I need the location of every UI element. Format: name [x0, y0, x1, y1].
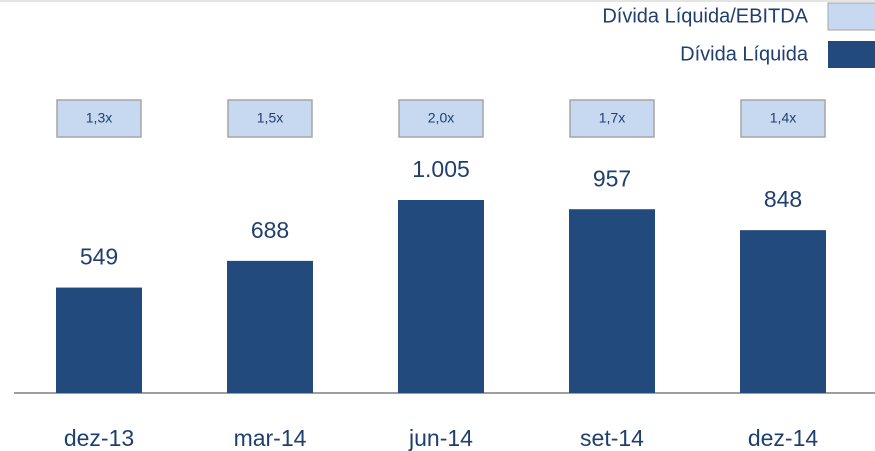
ratio-box: [740, 99, 826, 138]
value-label: 1.005: [412, 156, 470, 182]
x-tick-label: mar-14: [234, 425, 307, 451]
legend-swatch: [828, 41, 875, 68]
legend-label: Dívida Líquida: [680, 43, 809, 65]
ratio-label: 1,7x: [599, 110, 625, 126]
ratio-box: [569, 99, 655, 138]
bar: [398, 200, 484, 393]
ratio-label: 1,3x: [86, 110, 112, 126]
x-tick-label: dez-13: [64, 425, 134, 451]
value-label: 848: [764, 186, 802, 212]
ratio-box: [398, 99, 484, 138]
legend-label: Dívida Líquida/EBITDA: [602, 5, 808, 27]
ratio-box: [56, 99, 142, 138]
bar: [56, 287, 142, 393]
value-label: 688: [251, 217, 289, 243]
ratio-label: 1,4x: [770, 110, 796, 126]
x-tick-label: dez-14: [748, 425, 819, 451]
ratio-label: 2,0x: [428, 110, 454, 126]
value-label: 549: [80, 244, 118, 270]
bar: [227, 260, 313, 393]
bar: [569, 209, 655, 393]
ratio-label: 1,5x: [257, 110, 283, 126]
ratio-box: [227, 99, 313, 138]
value-label: 957: [593, 165, 631, 191]
bar: [740, 230, 826, 393]
x-tick-label: set-14: [580, 425, 644, 451]
legend-swatch: [827, 2, 875, 31]
x-tick-label: jun-14: [408, 425, 473, 451]
